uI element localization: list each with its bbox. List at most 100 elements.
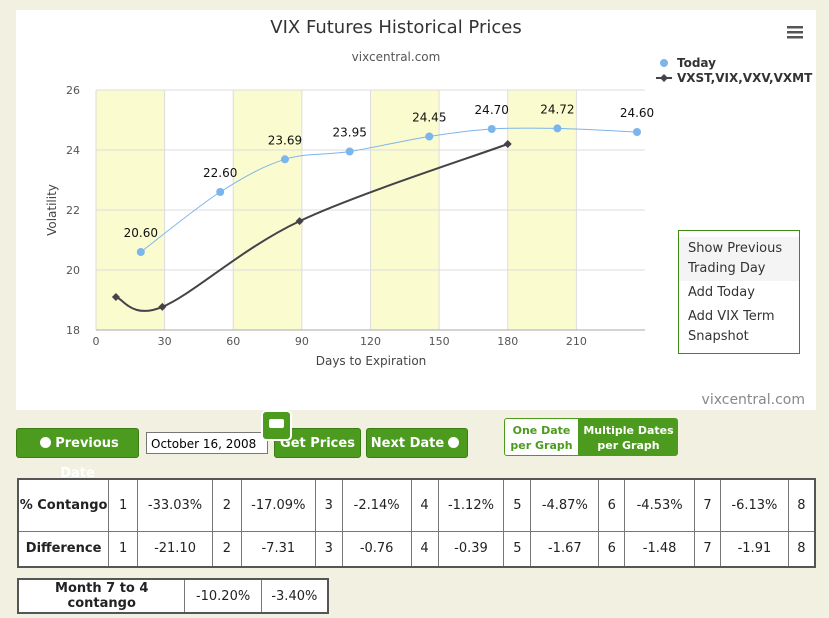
point: [136, 248, 145, 256]
x-tick-label: 180: [497, 335, 518, 348]
table-cell: -0.39: [437, 530, 505, 568]
point: [553, 124, 562, 133]
table-cell: 7: [693, 478, 722, 532]
chart-subtitle: vixcentral.com: [352, 50, 441, 64]
table-cell: 6: [598, 478, 626, 532]
table-cell: 2: [211, 530, 242, 568]
menu-item[interactable]: Add Today: [688, 285, 755, 300]
table-cell: 7: [693, 530, 722, 568]
x-tick-label: 210: [566, 335, 587, 348]
table-row: % Contango 1 -33.03% 2 -17.09% 3 -2.14% 4 -1.12%…: [17, 478, 816, 532]
legend-symbol: [660, 74, 668, 82]
y-tick-label: 22: [66, 204, 80, 217]
table-cell: 5: [503, 478, 532, 532]
table-cell: 1: [108, 478, 139, 532]
y-tick-label: 24: [66, 144, 80, 157]
table-cell: -7.31: [240, 530, 316, 568]
x-tick-label: 60: [226, 335, 240, 348]
y-tick-label: 18: [66, 324, 80, 337]
point: [503, 140, 512, 148]
table-cell: -17.09%: [240, 478, 316, 532]
previous-date-button[interactable]: Previous Date: [16, 428, 139, 481]
table-row: Difference 1 -21.10 2 -7.31 3 -0.76 4 -0.39 5 -1.6…: [17, 530, 816, 568]
point: [111, 293, 120, 301]
series-line: [115, 143, 509, 312]
table-cell: -3.40%: [260, 578, 329, 614]
table-cell: % Contango: [17, 478, 110, 532]
date-input[interactable]: October 16, 2008: [146, 432, 268, 454]
data-label: 23.95: [333, 126, 367, 140]
point: [345, 147, 354, 156]
legend-label: Today: [677, 56, 716, 70]
x-tick-label: 30: [158, 335, 172, 348]
y-tick-label: 26: [66, 84, 80, 97]
chart-title: VIX Futures Historical Prices: [270, 17, 521, 38]
table-cell: Month 7 to 4 contango: [17, 578, 186, 614]
point: [280, 155, 289, 164]
next-date-button[interactable]: Next Date: [366, 428, 468, 458]
data-label: 23.69: [268, 133, 302, 147]
table-cell: -4.87%: [530, 478, 600, 532]
capture-icon[interactable]: [261, 410, 292, 441]
point: [158, 302, 167, 311]
table-cell: 3: [314, 530, 343, 568]
menu-icon[interactable]: [787, 26, 803, 39]
table-cell: 5: [503, 530, 532, 568]
one-date-toggle[interactable]: One Date per Graph: [504, 418, 579, 456]
context-menu: Show Previous Trading Day Add Today Add VI…: [678, 230, 800, 354]
chart-credit: vixcentral.com: [702, 392, 805, 408]
table-cell: -21.10: [137, 530, 213, 568]
table-cell: 1: [108, 530, 139, 568]
button-label: Get Prices: [280, 436, 355, 451]
x-axis-label: Days to Expiration: [316, 354, 427, 368]
button-label: Next Date: [370, 436, 445, 451]
table-cell: 2: [211, 478, 242, 532]
point: [295, 217, 304, 226]
table-cell: -1.67: [530, 530, 600, 568]
x-tick-label: 120: [360, 335, 381, 348]
table-cell: -1.12%: [437, 478, 505, 532]
data-label: 24.72: [540, 102, 574, 116]
point: [487, 125, 496, 133]
table-cell: 8: [787, 530, 816, 568]
data-label: 24.70: [475, 103, 509, 117]
month-table: Month 7 to 4 contango -10.20% -3.40%: [17, 578, 329, 614]
data-label: 22.60: [203, 166, 237, 180]
table-cell: -2.14%: [341, 478, 412, 532]
button-label: Previous Date: [55, 436, 119, 481]
table-cell: 4: [410, 478, 439, 532]
multiple-dates-toggle[interactable]: Multiple Dates per Graph: [579, 418, 678, 456]
point: [632, 128, 641, 136]
x-tick-label: 150: [429, 335, 450, 348]
x-tick-label: 90: [295, 335, 309, 348]
table-cell: -10.20%: [184, 578, 262, 614]
table-cell: -4.53%: [624, 478, 695, 532]
table-cell: -6.13%: [720, 478, 789, 532]
menu-item[interactable]: Show Previous Trading Day: [679, 237, 799, 281]
data-label: 24.60: [620, 106, 654, 120]
table-cell: 3: [314, 478, 343, 532]
point: [425, 132, 434, 141]
legend-symbol: [660, 59, 668, 67]
table-cell: -33.03%: [137, 478, 213, 532]
contango-table: % Contango 1 -33.03% 2 -17.09% 3 -2.14% 4 -1.12%…: [17, 478, 816, 568]
table-cell: -1.48: [624, 530, 695, 568]
y-axis-label: Volatility: [45, 184, 59, 236]
data-label: 20.60: [124, 226, 158, 240]
chart: VIX Futures Historical Prices vixcentral…: [16, 10, 816, 410]
y-tick-label: 20: [66, 264, 80, 277]
get-prices-button[interactable]: Get Prices: [274, 428, 361, 458]
table-cell: Difference: [17, 530, 110, 568]
table-cell: 4: [410, 530, 439, 568]
menu-item[interactable]: Add VIX Term Snapshot: [688, 309, 775, 344]
table-cell: -0.76: [341, 530, 412, 568]
x-tick-label: 0: [93, 335, 100, 348]
point: [216, 188, 225, 196]
table-cell: 8: [787, 478, 816, 532]
legend-label: VXST,VIX,VXV,VXMT: [677, 71, 813, 85]
table-cell: -1.91: [720, 530, 789, 568]
data-label: 24.45: [412, 111, 446, 125]
table-row: Month 7 to 4 contango -10.20% -3.40%: [17, 578, 329, 614]
table-cell: 6: [598, 530, 626, 568]
